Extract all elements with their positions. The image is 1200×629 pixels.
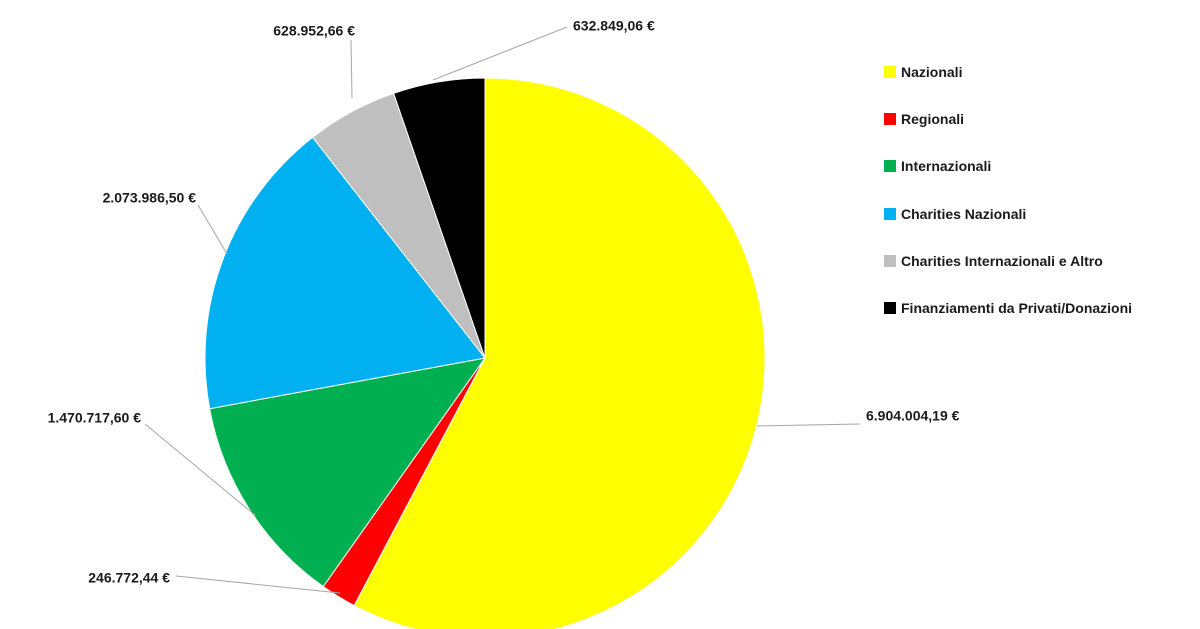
leader-line-charities-internazionali-e-altro [350, 39, 353, 99]
legend-label: Nazionali [901, 64, 963, 80]
legend-swatch [884, 301, 896, 314]
legend-label: Finanziamenti da Privati/Donazioni [901, 299, 1133, 316]
leader-line-nazionali [756, 423, 861, 427]
leader-line-regionali [175, 575, 341, 594]
leader-line-finanziamenti-da-privati-donazioni [432, 26, 568, 81]
legend-swatch [884, 207, 896, 220]
legend-item-internazionali: Internazionali [884, 156, 1132, 176]
legend-swatch [884, 113, 896, 126]
leader-line-charities-nazionali [197, 204, 228, 255]
legend-swatch [884, 66, 896, 78]
leader-line-internazionali [144, 423, 257, 517]
legend-item-regionali: Regionali [884, 109, 1132, 129]
legend-label: Internazionali [901, 158, 992, 175]
legend-swatch [884, 254, 896, 267]
data-label-internazionali: 1.470.717,60 € [48, 410, 142, 426]
legend: Nazionali Regionali Internazionali Charitie… [884, 62, 1132, 345]
pie-slice-internazionali [209, 357, 487, 588]
data-label-charities-internazionali-e-altro: 628.952,66 € [273, 23, 355, 39]
data-label-finanziamenti-da-privati-donazioni: 632.849,06 € [573, 18, 655, 34]
data-label-charities-nazionali: 2.073.986,50 € [103, 190, 197, 206]
pie-slice-finanziamenti-da-privati-donazioni [392, 77, 486, 359]
pie-slice-charities-nazionali [204, 136, 486, 410]
pie-slices [204, 77, 766, 629]
legend-label: Regionali [901, 111, 965, 128]
leader-lines [144, 26, 861, 594]
legend-swatch [884, 160, 896, 173]
legend-label: Charities Nazionali [901, 205, 1027, 222]
data-labels: 6.904.004,19 € 246.772,44 € 1.470.717,60 €… [48, 18, 960, 586]
pie-slice-nazionali [353, 77, 766, 629]
legend-item-finanziamenti-da-privati-donazioni: Finanziamenti da Privati/Donazioni [884, 298, 1132, 318]
data-label-regionali: 246.772,44 € [88, 570, 170, 586]
legend-label: Charities Internazionali e Altro [901, 252, 1103, 269]
legend-item-charities-internazionali-e-altro: Charities Internazionali e Altro [884, 251, 1132, 271]
data-label-nazionali: 6.904.004,19 € [866, 408, 960, 424]
legend-item-nazionali: Nazionali [884, 62, 1132, 82]
legend-item-charities-nazionali: Charities Nazionali [884, 204, 1132, 224]
